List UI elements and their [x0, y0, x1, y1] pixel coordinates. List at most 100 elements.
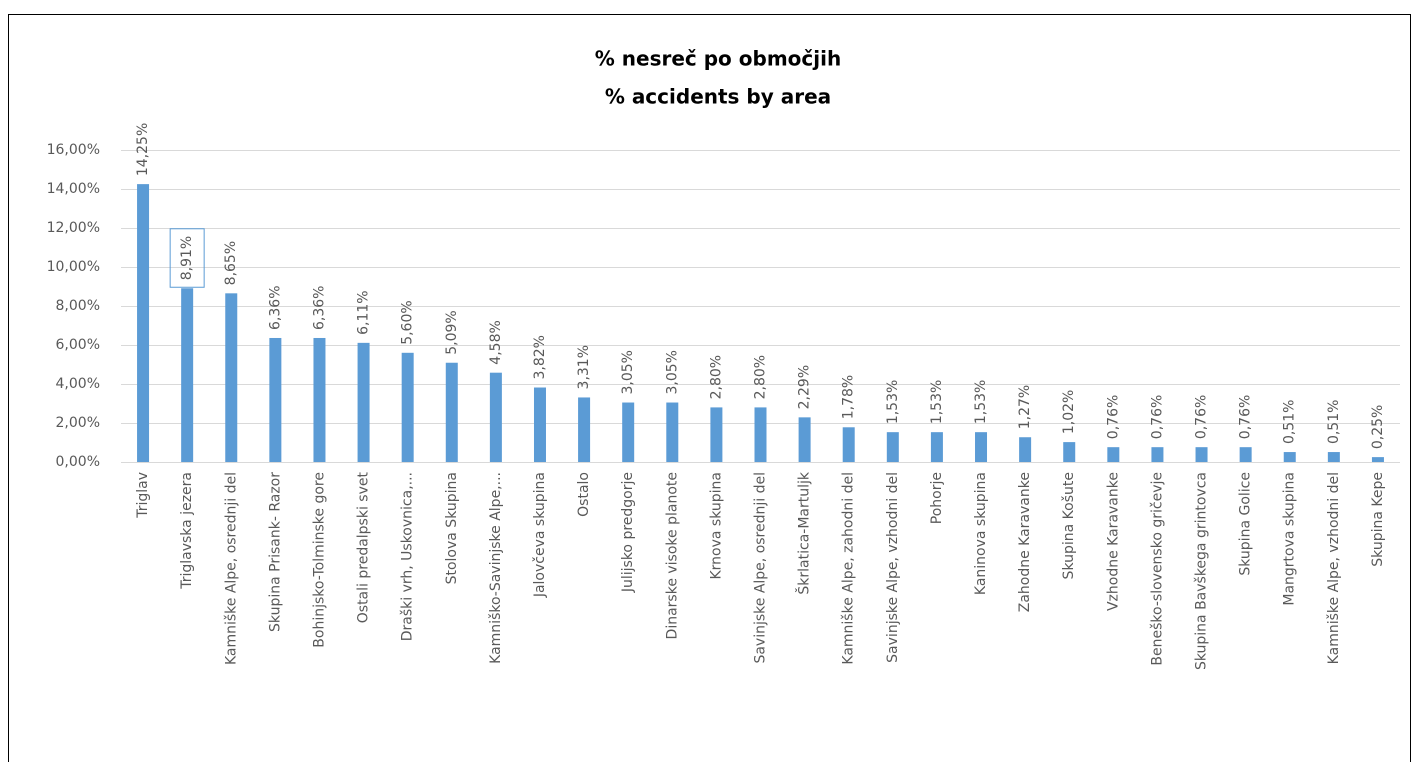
data-label: 3,05% [620, 350, 636, 394]
bar [710, 407, 723, 462]
data-label: 5,09% [444, 310, 460, 354]
x-tick-label: Skupina Košute [1061, 472, 1077, 579]
data-label: 0,76% [1238, 395, 1254, 439]
bar [578, 397, 591, 462]
data-label: 6,36% [267, 285, 283, 329]
data-label: 0,25% [1370, 405, 1386, 449]
x-tick-label: Triglavska jezera [179, 472, 195, 590]
bar [1019, 437, 1032, 462]
bar [445, 362, 458, 462]
bar [1239, 447, 1252, 462]
bar [313, 337, 326, 462]
bar [489, 372, 502, 462]
y-tick-label: 8,00% [56, 298, 100, 314]
x-tick-label: Kamniške Alpe, osrednji del [223, 472, 239, 665]
data-label: 5,60% [400, 300, 416, 344]
data-label: 2,80% [753, 355, 769, 399]
x-tick-label: Skupina Golice [1238, 472, 1254, 576]
x-tick-label: Savinjske Alpe, osrednji del [753, 472, 769, 664]
data-label: 4,58% [488, 320, 504, 364]
x-tick-label: Vzhodne Karavanke [1105, 472, 1121, 611]
x-tick-label: Kamniške Alpe, vzhodni del [1326, 472, 1342, 664]
data-label: 8,91% [179, 236, 195, 280]
data-label: 1,02% [1061, 390, 1077, 434]
data-label: 0,76% [1194, 395, 1210, 439]
y-tick-label: 6,00% [56, 337, 100, 353]
y-tick-label: 14,00% [47, 181, 100, 197]
x-tick-label: Krnova skupina [708, 472, 724, 580]
bar [1151, 447, 1164, 462]
data-label: 3,05% [664, 350, 680, 394]
bar [533, 387, 546, 462]
x-tick-label: Draški vrh, Uskovnica,... [400, 472, 416, 641]
y-tick-label: 10,00% [47, 259, 100, 275]
x-tick-label: Zahodne Karavanke [1017, 472, 1033, 612]
x-tick-label: Skupina Kepe [1370, 472, 1386, 567]
data-label: 1,53% [929, 380, 945, 424]
bar [622, 402, 635, 462]
bar [137, 184, 150, 462]
data-label: 6,11% [356, 290, 372, 334]
bar [754, 407, 767, 462]
data-label: 3,31% [576, 345, 592, 389]
x-tick-label: Škrlatica-Martuljk [795, 471, 813, 594]
chart-frame [8, 14, 1411, 762]
x-tick-label: Julijsko predgorje [620, 472, 636, 593]
x-tick-label: Triglav [135, 472, 151, 519]
x-tick-label: Ostali predalpski svet [356, 471, 372, 623]
data-label: 0,51% [1282, 400, 1298, 444]
data-label: 2,29% [797, 365, 813, 409]
y-tick-label: 16,00% [47, 142, 100, 158]
highlight-box [169, 228, 205, 288]
x-tick-label: Beneško-slovensko gričevje [1149, 472, 1165, 666]
bar [269, 337, 282, 462]
bar [1327, 452, 1340, 462]
bar [1371, 457, 1384, 462]
bar [886, 432, 899, 462]
x-tick-label: Jalovčeva skupina [532, 472, 548, 598]
bar [1283, 452, 1296, 462]
bar [181, 288, 194, 462]
data-label: 0,76% [1149, 395, 1165, 439]
bar [975, 432, 988, 462]
bar [1107, 447, 1120, 462]
chart-subtitle: % accidents by area [605, 85, 831, 109]
bar [930, 432, 943, 462]
x-tick-label: Pohorje [929, 472, 945, 524]
bar [401, 352, 414, 462]
data-label: 1,78% [841, 375, 857, 419]
bar [842, 427, 855, 462]
x-tick-label: Skupina Bavškega grintovca [1194, 472, 1210, 670]
data-label: 6,36% [311, 285, 327, 329]
x-tick-label: Skupina Prisank- Razor [267, 472, 283, 632]
x-tick-label: Kamniške Alpe, zahodni del [841, 472, 857, 665]
data-label: 1,53% [973, 380, 989, 424]
data-label: 1,53% [885, 380, 901, 424]
data-label: 0,51% [1326, 400, 1342, 444]
bar [1195, 447, 1208, 462]
x-tick-label: Savinjske Alpe, vzhodni del [885, 472, 901, 663]
bar [666, 402, 679, 462]
y-tick-label: 12,00% [47, 220, 100, 236]
x-tick-label: Kamniško-Savinjske Alpe,... [488, 472, 504, 664]
y-tick-label: 0,00% [56, 454, 100, 470]
bar [357, 342, 370, 462]
x-tick-label: Bohinjsko-Tolminske gore [311, 472, 327, 648]
x-tick-label: Kaninova skupina [973, 472, 989, 595]
data-label: 8,65% [223, 241, 239, 285]
x-tick-label: Stolova Skupina [444, 472, 460, 584]
x-tick-label: Ostalo [576, 472, 592, 517]
data-label: 3,82% [532, 335, 548, 379]
x-tick-label: Mangrtova skupina [1282, 472, 1298, 606]
bar [1063, 442, 1076, 462]
bar [225, 293, 238, 462]
chart-title: % nesreč po območjih [595, 47, 841, 71]
data-label: 0,76% [1105, 395, 1121, 439]
data-label: 14,25% [135, 123, 151, 176]
x-tick-label: Dinarske visoke planote [664, 472, 680, 639]
data-label: 2,80% [708, 355, 724, 399]
bar [798, 417, 811, 462]
y-tick-label: 2,00% [56, 415, 100, 431]
data-label: 1,27% [1017, 385, 1033, 429]
